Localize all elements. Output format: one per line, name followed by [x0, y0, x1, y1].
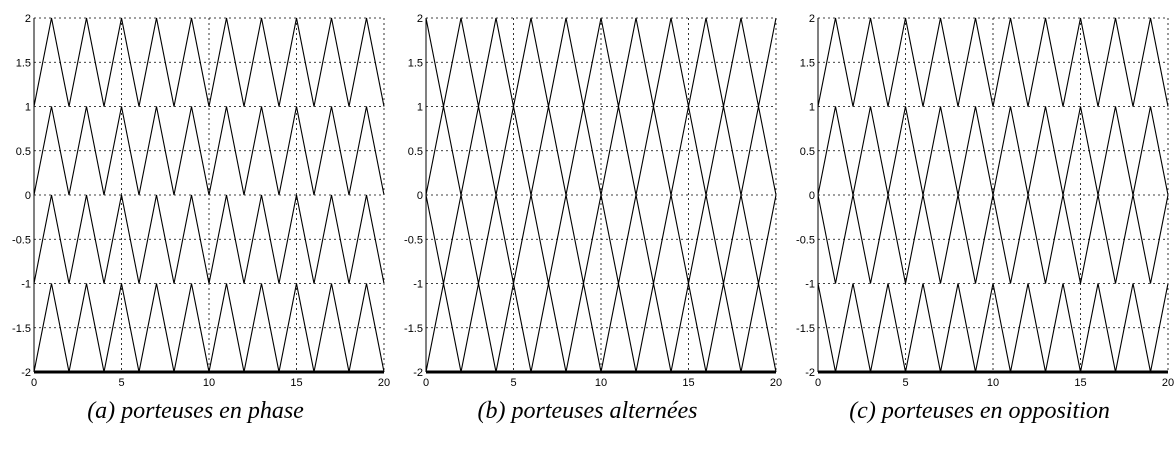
chart-c-x-tick-label: 20 — [1162, 377, 1174, 389]
chart-c-y-tick-label: 1 — [809, 102, 815, 114]
chart-a-y-tick-label: 1 — [25, 102, 31, 114]
chart-a-x-tick-label: 10 — [203, 377, 215, 389]
chart-a-y-tick-label: 2 — [25, 13, 31, 25]
chart-c-y-tick-label: -2 — [805, 367, 815, 379]
chart-a-carrier-line-1 — [33, 17, 385, 107]
chart-c-y-tick-label: 0.5 — [800, 146, 815, 158]
chart-b-x-tick-label: 20 — [770, 377, 782, 389]
chart-c-y-tick-label: -1.5 — [796, 323, 815, 335]
chart-b-plot: 0 5 10 15 20 2 1.5 1 0.5 0 -0.5 -1 -1.5 -2 — [404, 13, 782, 389]
chart-a-x-tick-label: 0 — [31, 377, 37, 389]
chart-b-carrier-line-3 — [425, 194, 777, 284]
chart-a-y-tick-label: -1.5 — [12, 323, 31, 335]
chart-c-y-tick-label: 2 — [809, 13, 815, 25]
chart-c-x-tick-label: 5 — [902, 377, 908, 389]
chart-a-carrier-line-2 — [33, 106, 385, 196]
chart-a-x-tick-label: 5 — [118, 377, 124, 389]
chart-a-carrier-line-3 — [33, 194, 385, 284]
chart-b-y-tick-label: 1 — [417, 102, 423, 114]
chart-c-caption: (c) porteuses en opposition — [849, 398, 1110, 424]
chart-a-y-tick-label: -1 — [21, 279, 31, 291]
chart-a-y-tick-label: 0.5 — [16, 146, 31, 158]
chart-b-caption: (b) porteuses alternées — [477, 398, 698, 424]
chart-b-carrier-line-1 — [425, 17, 777, 107]
chart-c-plot: 0 5 10 15 20 2 1.5 1 0.5 0 -0.5 -1 -1.5 -2 — [796, 13, 1174, 389]
chart-b-y-tick-label: -1.5 — [404, 323, 423, 335]
chart-c-y-tick-label: -1 — [805, 279, 815, 291]
chart-c-x-tick-label: 0 — [815, 377, 821, 389]
chart-b-y-tick-label: 0.5 — [408, 146, 423, 158]
chart-b-y-tick-label: 1.5 — [408, 57, 423, 69]
chart-a-y-tick-label: -2 — [21, 367, 31, 379]
chart-b-y-tick-label: 2 — [417, 13, 423, 25]
chart-b-x-tick-label: 10 — [595, 377, 607, 389]
chart-b-x-tick-label: 15 — [682, 377, 694, 389]
chart-c-y-tick-label: -0.5 — [796, 234, 815, 246]
chart-a-y-tick-label: -0.5 — [12, 234, 31, 246]
chart-c-carrier-line-4 — [817, 283, 1169, 373]
chart-a-y-tick-label: 1.5 — [16, 57, 31, 69]
chart-c-carrier-line-1 — [817, 17, 1169, 107]
chart-a-x-tick-label: 15 — [290, 377, 302, 389]
chart-a-y-tick-label: 0 — [25, 190, 31, 202]
chart-b-y-tick-label: -0.5 — [404, 234, 423, 246]
chart-b-x-tick-label: 5 — [510, 377, 516, 389]
chart-a-x-tick-label: 20 — [378, 377, 390, 389]
chart-c-x-tick-label: 10 — [987, 377, 999, 389]
chart-b-y-tick-label: -2 — [413, 367, 423, 379]
chart-b-y-tick-label: 0 — [417, 190, 423, 202]
chart-a-plot: 0 5 10 15 20 2 1.5 1 0.5 0 -0.5 -1 -1.5 -2 — [12, 13, 390, 389]
chart-c-y-tick-label: 0 — [809, 190, 815, 202]
chart-c-x-tick-label: 15 — [1074, 377, 1086, 389]
chart-b-x-tick-label: 0 — [423, 377, 429, 389]
chart-a-caption: (a) porteuses en phase — [87, 398, 304, 424]
chart-b-y-tick-label: -1 — [413, 279, 423, 291]
chart-c-carrier-line-3 — [817, 194, 1169, 284]
chart-c-y-tick-label: 1.5 — [800, 57, 815, 69]
